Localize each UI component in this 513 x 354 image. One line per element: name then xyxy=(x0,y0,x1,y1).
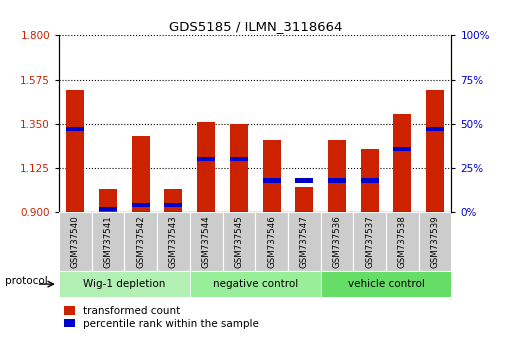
Bar xyxy=(92,212,125,271)
Text: GSM737547: GSM737547 xyxy=(300,215,309,268)
Bar xyxy=(295,187,313,212)
Bar xyxy=(328,139,346,212)
Bar xyxy=(190,271,321,297)
Bar xyxy=(99,189,117,212)
Bar xyxy=(393,114,411,212)
Bar xyxy=(66,127,84,131)
Bar xyxy=(361,178,379,183)
Text: protocol: protocol xyxy=(5,275,48,286)
Bar xyxy=(361,149,379,212)
Bar xyxy=(99,207,117,211)
Text: GSM737542: GSM737542 xyxy=(136,215,145,268)
Text: GSM737539: GSM737539 xyxy=(430,215,440,268)
Text: GSM737537: GSM737537 xyxy=(365,215,374,268)
Text: GSM737536: GSM737536 xyxy=(332,215,342,268)
Bar xyxy=(230,124,248,212)
Legend: transformed count, percentile rank within the sample: transformed count, percentile rank withi… xyxy=(64,306,259,329)
Text: GSM737546: GSM737546 xyxy=(267,215,276,268)
Bar xyxy=(165,203,183,207)
Bar xyxy=(255,212,288,271)
Text: GSM737541: GSM737541 xyxy=(104,215,112,268)
Bar xyxy=(230,157,248,161)
Text: Wig-1 depletion: Wig-1 depletion xyxy=(83,279,166,289)
Bar xyxy=(426,91,444,212)
Bar xyxy=(190,212,223,271)
Bar xyxy=(124,212,157,271)
Bar xyxy=(353,212,386,271)
Text: GSM737538: GSM737538 xyxy=(398,215,407,268)
Bar xyxy=(66,91,84,212)
Text: GSM737543: GSM737543 xyxy=(169,215,178,268)
Bar xyxy=(59,212,92,271)
Text: GSM737540: GSM737540 xyxy=(71,215,80,268)
Bar xyxy=(223,212,255,271)
Bar xyxy=(321,271,451,297)
Bar xyxy=(263,139,281,212)
Bar xyxy=(288,212,321,271)
Bar xyxy=(197,122,215,212)
Bar xyxy=(132,136,150,212)
Text: GSM737545: GSM737545 xyxy=(234,215,243,268)
Bar xyxy=(157,212,190,271)
Bar xyxy=(426,127,444,131)
Text: GSM737544: GSM737544 xyxy=(202,215,211,268)
Bar xyxy=(263,178,281,183)
Bar xyxy=(386,212,419,271)
Bar xyxy=(393,147,411,151)
Text: vehicle control: vehicle control xyxy=(348,279,424,289)
Text: negative control: negative control xyxy=(212,279,298,289)
Bar xyxy=(197,157,215,161)
Bar xyxy=(59,271,190,297)
Bar xyxy=(165,189,183,212)
Bar xyxy=(132,203,150,207)
Bar xyxy=(321,212,353,271)
Bar xyxy=(328,178,346,183)
Bar xyxy=(419,212,451,271)
Bar xyxy=(295,178,313,183)
Title: GDS5185 / ILMN_3118664: GDS5185 / ILMN_3118664 xyxy=(169,20,342,33)
